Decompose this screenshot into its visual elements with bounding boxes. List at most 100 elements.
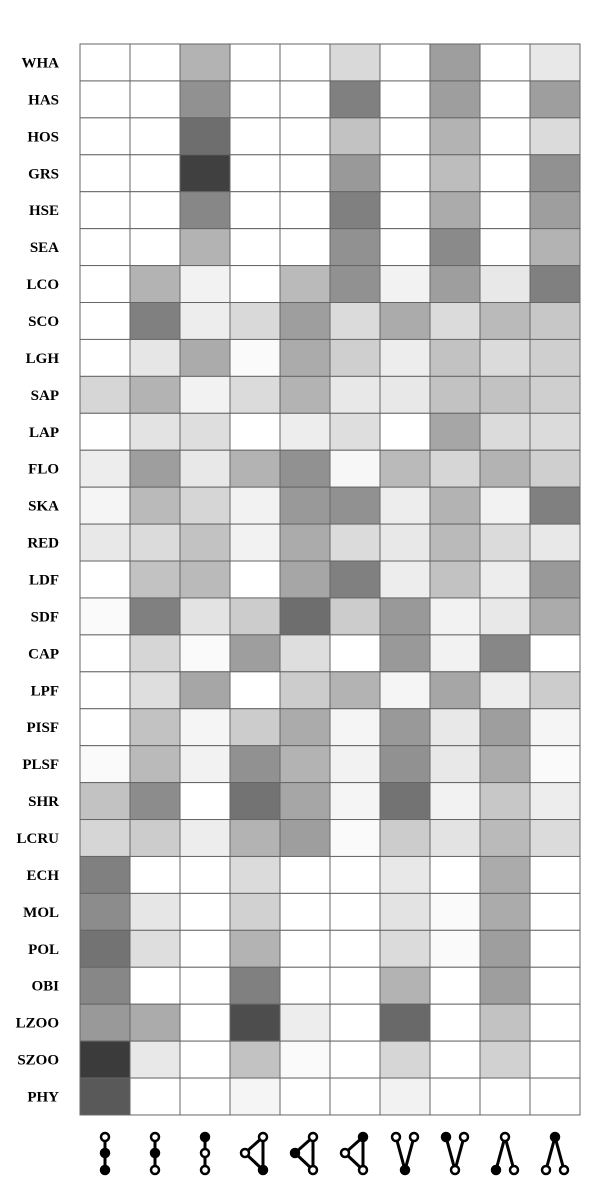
cell-ska-col-4 xyxy=(229,486,281,525)
cell-hos-col-6 xyxy=(329,117,381,156)
cell-lzoo-col-7 xyxy=(379,1003,431,1042)
cell-lzoo-col-10 xyxy=(529,1003,581,1042)
motif-icon-triangle-filled-top xyxy=(339,1131,369,1176)
cell-cap-col-7 xyxy=(379,634,431,673)
cell-has-col-1 xyxy=(79,80,131,119)
cell-sdf-col-7 xyxy=(379,597,431,636)
cell-lcru-col-3 xyxy=(179,819,231,857)
cell-pol-col-7 xyxy=(379,929,431,968)
row-label-lpf: LPF xyxy=(31,683,59,699)
cell-ldf-col-10 xyxy=(529,560,581,599)
motif-icon-lambda-filled-top xyxy=(540,1131,570,1176)
cell-ech-col-3 xyxy=(179,855,231,894)
cell-red-col-8 xyxy=(429,523,481,562)
cell-sco-col-10 xyxy=(529,302,581,340)
cell-ldf-col-7 xyxy=(379,560,431,599)
cell-lcru-col-1 xyxy=(79,819,131,857)
cell-sea-col-7 xyxy=(379,228,431,267)
cell-lcru-col-8 xyxy=(429,819,481,857)
cell-lap-col-8 xyxy=(429,412,481,451)
cell-plsf-col-3 xyxy=(179,745,231,784)
cell-plsf-col-10 xyxy=(529,745,581,784)
cell-phy-col-9 xyxy=(479,1077,531,1116)
cell-phy-col-1 xyxy=(79,1077,131,1116)
cell-hos-col-3 xyxy=(179,117,231,156)
cell-lco-col-8 xyxy=(429,265,481,304)
cell-ldf-col-8 xyxy=(429,560,481,599)
row-label-phy: PHY xyxy=(27,1090,59,1106)
cell-ska-col-2 xyxy=(129,486,181,525)
cell-lco-col-5 xyxy=(279,265,331,304)
cell-lco-col-6 xyxy=(329,265,381,304)
cell-lco-col-4 xyxy=(229,265,281,304)
cell-lgh-col-7 xyxy=(379,338,431,377)
cell-lgh-col-1 xyxy=(79,338,131,377)
row-label-sea: SEA xyxy=(30,240,59,256)
cell-grs-col-3 xyxy=(179,154,231,193)
cell-mol-col-10 xyxy=(529,892,581,931)
cell-grs-col-1 xyxy=(79,154,131,193)
row-label-flo: FLO xyxy=(28,462,59,478)
cell-sco-col-3 xyxy=(179,302,231,340)
cell-wha-col-9 xyxy=(479,43,531,82)
cell-flo-col-2 xyxy=(129,449,181,488)
cell-lzoo-col-1 xyxy=(79,1003,131,1042)
row-label-sdf: SDF xyxy=(31,609,59,625)
row-label-sap: SAP xyxy=(31,388,59,404)
cell-shr-col-2 xyxy=(129,782,181,821)
cell-ech-col-1 xyxy=(79,855,131,894)
cell-shr-col-1 xyxy=(79,782,131,821)
cell-phy-col-4 xyxy=(229,1077,281,1116)
cell-wha-col-8 xyxy=(429,43,481,82)
cell-lap-col-9 xyxy=(479,412,531,451)
cell-szoo-col-6 xyxy=(329,1040,381,1079)
cell-sdf-col-6 xyxy=(329,597,381,636)
cell-mol-col-3 xyxy=(179,892,231,931)
cell-has-col-6 xyxy=(329,80,381,119)
cell-phy-col-10 xyxy=(529,1077,581,1116)
cell-obi-col-7 xyxy=(379,966,431,1005)
cell-sea-col-4 xyxy=(229,228,281,267)
cell-flo-col-10 xyxy=(529,449,581,488)
cell-lzoo-col-8 xyxy=(429,1003,481,1042)
cell-pisf-col-7 xyxy=(379,708,431,747)
cell-grs-col-6 xyxy=(329,154,381,193)
row-label-obi: OBI xyxy=(31,979,59,995)
cell-grs-col-9 xyxy=(479,154,531,193)
cell-mol-col-9 xyxy=(479,892,531,931)
cell-mol-col-2 xyxy=(129,892,181,931)
cell-lco-col-9 xyxy=(479,265,531,304)
row-label-red: RED xyxy=(27,536,59,552)
cell-pol-col-3 xyxy=(179,929,231,968)
cell-hse-col-7 xyxy=(379,191,431,230)
row-labels: WHA HAS HOS GRS HSE SEA LCO SCO LGH SAP LAP FLO SKA R… xyxy=(16,55,60,1105)
cell-plsf-col-6 xyxy=(329,745,381,784)
cell-pisf-col-1 xyxy=(79,708,131,747)
cell-sea-col-1 xyxy=(79,228,131,267)
cell-cap-col-1 xyxy=(79,634,131,673)
cell-shr-col-7 xyxy=(379,782,431,821)
cell-flo-col-6 xyxy=(329,449,381,488)
cell-obi-col-4 xyxy=(229,966,281,1005)
row-label-ska: SKA xyxy=(28,499,59,515)
cell-ldf-col-9 xyxy=(479,560,531,599)
cell-sap-col-2 xyxy=(129,375,181,414)
cell-cap-col-10 xyxy=(529,634,581,673)
cell-cap-col-9 xyxy=(479,634,531,673)
cell-pol-col-6 xyxy=(329,929,381,968)
cell-ech-col-6 xyxy=(329,855,381,894)
cell-hse-col-5 xyxy=(279,191,331,230)
cell-pol-col-2 xyxy=(129,929,181,968)
cell-ech-col-10 xyxy=(529,855,581,894)
cell-cap-col-2 xyxy=(129,634,181,673)
cell-lco-col-10 xyxy=(529,265,581,304)
cell-has-col-9 xyxy=(479,80,531,119)
cell-pol-col-1 xyxy=(79,929,131,968)
cell-has-col-4 xyxy=(229,80,281,119)
cell-ldf-col-2 xyxy=(129,560,181,599)
cell-sco-col-2 xyxy=(129,302,181,340)
cell-ldf-col-6 xyxy=(329,560,381,599)
cell-pol-col-8 xyxy=(429,929,481,968)
cell-szoo-col-10 xyxy=(529,1040,581,1079)
row-label-has: HAS xyxy=(28,92,59,108)
